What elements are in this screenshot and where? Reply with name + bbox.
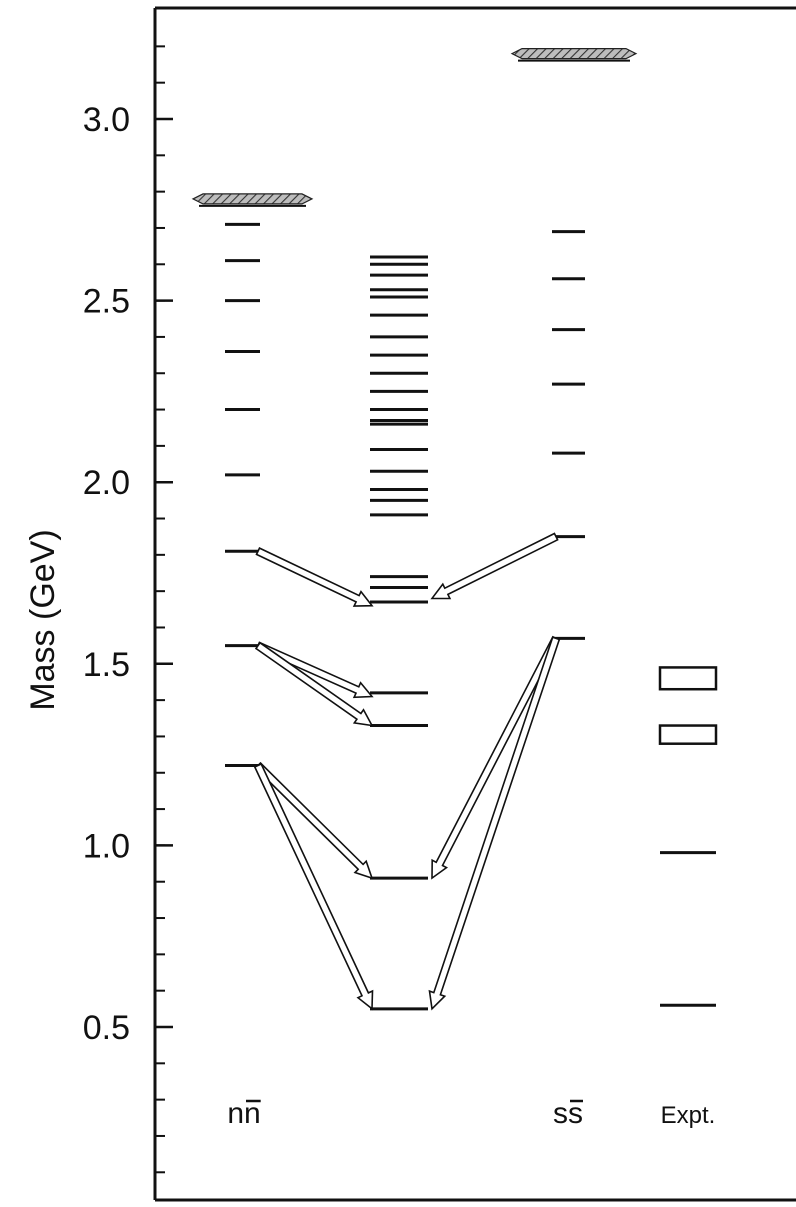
nn-threshold-band [191, 193, 314, 205]
mixing-arrow [255, 547, 374, 607]
mixing-arrow [430, 532, 559, 600]
y-axis-title: Mass (GeV) [24, 529, 62, 710]
y-tick-label: 1.5 [83, 646, 130, 684]
expt-box [658, 666, 718, 691]
column-labels: nn ss Expt. [227, 1097, 715, 1130]
expt-column-label: Expt. [661, 1102, 716, 1129]
mixing-arrow [253, 762, 374, 1011]
y-tick-label: 2.0 [83, 464, 130, 502]
expt-boxes [658, 666, 718, 745]
ss-column-label: ss [553, 1097, 583, 1130]
y-tick-label: 0.5 [83, 1009, 130, 1047]
y-tick-label: 2.5 [83, 283, 130, 321]
y-tick-label: 1.0 [83, 827, 130, 865]
nn-column-label: nn [227, 1097, 260, 1130]
ss-threshold-band [510, 48, 638, 60]
mixing-arrow [428, 636, 561, 1011]
y-tick-label: 3.0 [83, 101, 130, 139]
mixing-arrow [254, 761, 374, 880]
mixing-arrow [255, 641, 374, 699]
levels [225, 222, 716, 1011]
mixing-arrow [254, 641, 374, 727]
thresholds [191, 48, 638, 207]
expt-box [658, 724, 718, 745]
mixing-arrows [253, 532, 561, 1011]
y-axis-ticks: 0.5 1.0 1.5 2.0 2.5 3.0 [83, 45, 173, 1174]
